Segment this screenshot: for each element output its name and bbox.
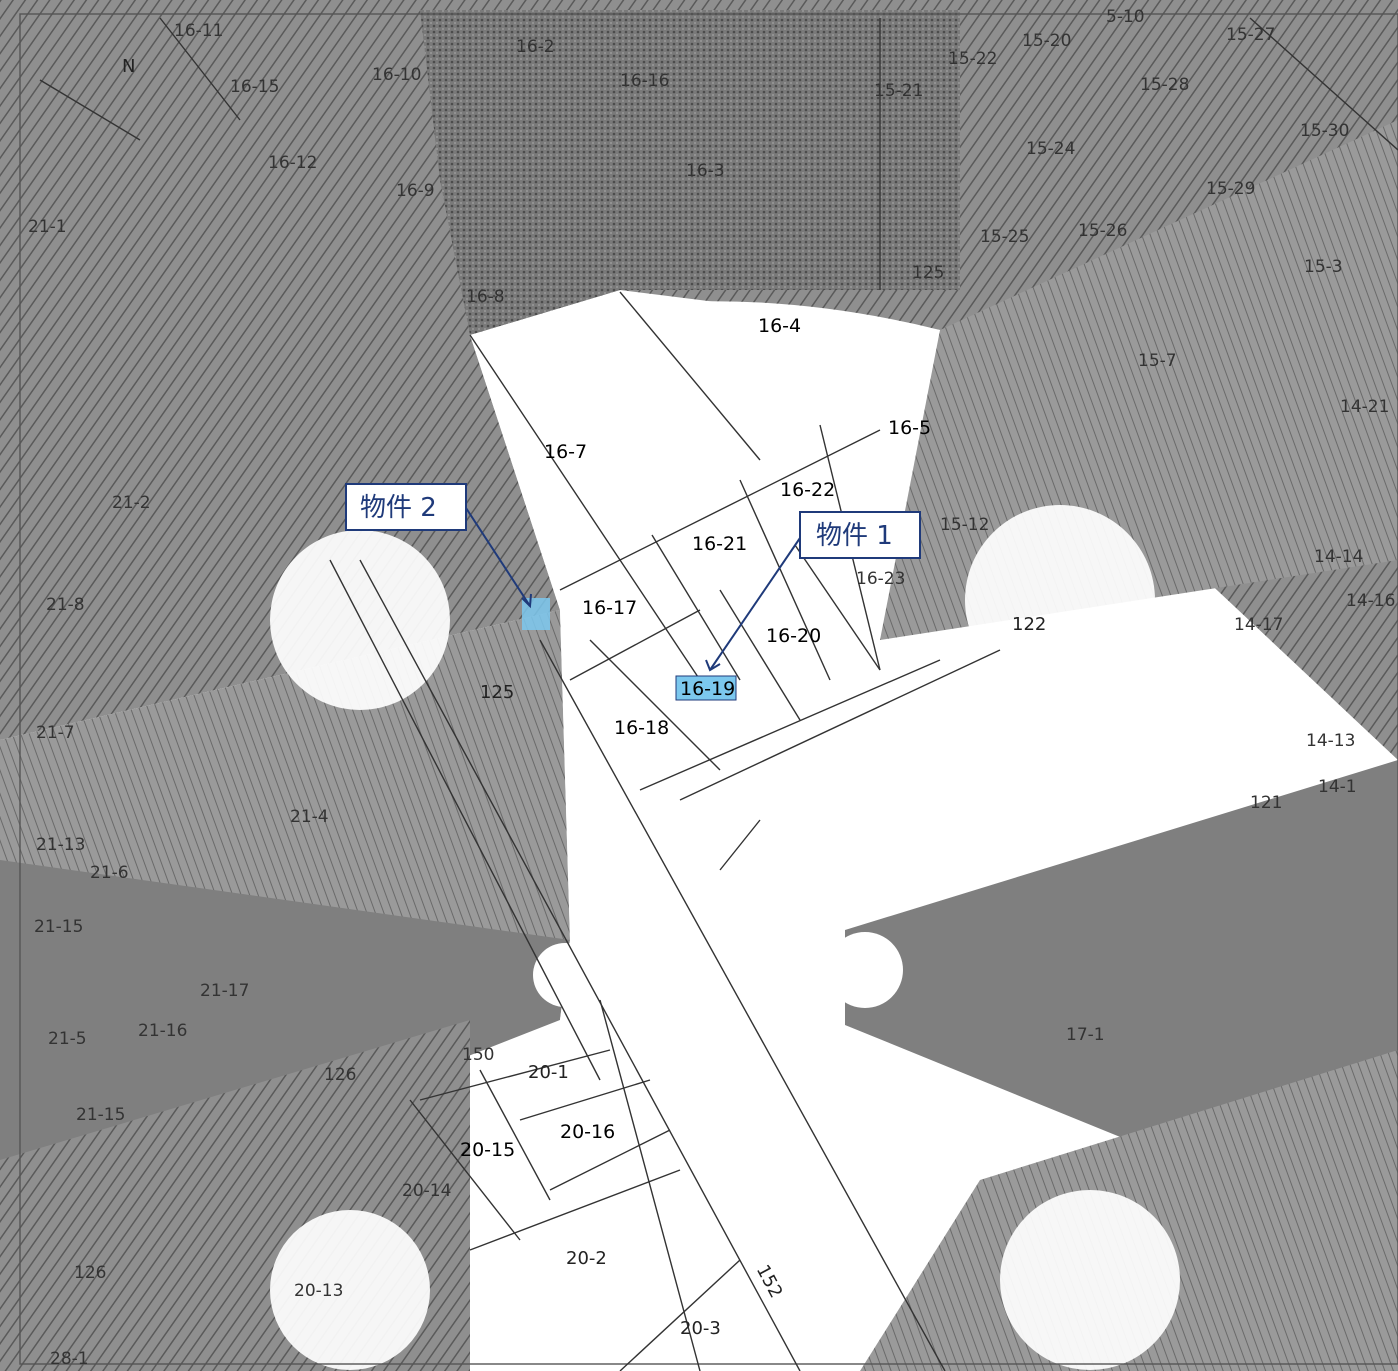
- parcel-label: 20-15: [460, 1139, 515, 1161]
- parcel-label: 16-4: [758, 315, 801, 337]
- parcel-label: 20-3: [680, 1318, 721, 1339]
- parcel-label: 16-15: [230, 77, 279, 97]
- parcel-label: 17-1: [1066, 1025, 1105, 1045]
- parcel-label: 21-8: [46, 595, 85, 615]
- parcel-label: 14-17: [1234, 615, 1283, 635]
- parcel-label: 16-5: [888, 417, 931, 439]
- parcel-label: 16-2: [516, 37, 555, 57]
- parcel-label: 21-17: [200, 981, 249, 1001]
- parcel-label: 14-13: [1306, 731, 1355, 751]
- callout-property-1-label: 物件 1: [816, 521, 893, 551]
- parcel-label: 15-29: [1206, 179, 1255, 199]
- parcel-label: 14-21: [1340, 397, 1389, 417]
- parcel-label: 16-7: [544, 441, 587, 463]
- parcel-label: 14-1: [1318, 777, 1357, 797]
- highlighted-parcel[interactable]: 16-19: [676, 676, 736, 700]
- parcel-label: 15-22: [948, 49, 997, 69]
- parcel-label: 121: [1250, 793, 1282, 813]
- parcel-label: 21-16: [138, 1021, 187, 1041]
- parcel-label: 15-12: [940, 515, 989, 535]
- parcel-label: 16-23: [856, 569, 905, 589]
- parcel-label: 14-14: [1314, 547, 1363, 567]
- parcel-label: 28-1: [50, 1349, 89, 1369]
- parcel-label: 125: [912, 263, 944, 283]
- parcel-label: 16-16: [620, 71, 669, 91]
- parcel-label: 16-12: [268, 153, 317, 173]
- parcel-label: 16-22: [780, 479, 835, 501]
- parcel-label: 14-16: [1346, 591, 1395, 611]
- parcel-label: 125: [480, 682, 514, 703]
- parcel-label: 15-25: [980, 227, 1029, 247]
- parcel-label: 16-10: [372, 65, 421, 85]
- parcel-label: 15-3: [1304, 257, 1343, 277]
- callout-property-1[interactable]: 物件 1: [800, 512, 920, 558]
- parcel-label: 21-13: [36, 835, 85, 855]
- parcel-label: 15-27: [1226, 25, 1275, 45]
- parcel-label: 15-7: [1138, 351, 1177, 371]
- parcel-label: 20-16: [560, 1121, 615, 1143]
- parcel-label: 150: [462, 1045, 494, 1065]
- parcel-label: 15-26: [1078, 221, 1127, 241]
- parcel-label: 16-18: [614, 717, 669, 739]
- parcel-label: 21-7: [36, 723, 75, 743]
- parcel-label: 16-20: [766, 625, 821, 647]
- parcel-label: 16-17: [582, 597, 637, 619]
- parcel-label: 20-13: [294, 1281, 343, 1301]
- parcel-label: 21-5: [48, 1029, 87, 1049]
- parcel-label: 122: [1012, 614, 1046, 635]
- parcel-label: 16-21: [692, 533, 747, 555]
- callout-property-2[interactable]: 物件 2: [346, 484, 466, 530]
- parcel-label: 21-4: [290, 807, 329, 827]
- parcel-label: 20-14: [402, 1181, 451, 1201]
- parcel-label: 126: [74, 1263, 106, 1283]
- parcel-label: 15-28: [1140, 75, 1189, 95]
- north-marker: N: [122, 56, 135, 77]
- callout-property-2-label: 物件 2: [360, 493, 437, 523]
- parcel-label: 16-8: [466, 287, 505, 307]
- parcel-label: 21-2: [112, 493, 151, 513]
- parcel-label: 15-20: [1022, 31, 1071, 51]
- parcel-label: 16-11: [174, 21, 223, 41]
- parcel-label: 20-1: [528, 1062, 569, 1083]
- parcel-label: 16-9: [396, 181, 435, 201]
- parcel-label: 15-30: [1300, 121, 1349, 141]
- parcel-label: 20-2: [566, 1248, 607, 1269]
- parcel-label: 21-1: [28, 217, 67, 237]
- parcel-label: 21-6: [90, 863, 129, 883]
- parcel-label: 15-21: [874, 81, 923, 101]
- parcel-label: 5-10: [1106, 7, 1145, 27]
- parcel-label: 15-24: [1026, 139, 1075, 159]
- parcel-label: 126: [324, 1065, 356, 1085]
- parcel-label: 21-15: [34, 917, 83, 937]
- highlighted-parcel-label: 16-19: [680, 678, 735, 700]
- parcel-label: 16-3: [686, 161, 725, 181]
- parcel-label: 21-15: [76, 1105, 125, 1125]
